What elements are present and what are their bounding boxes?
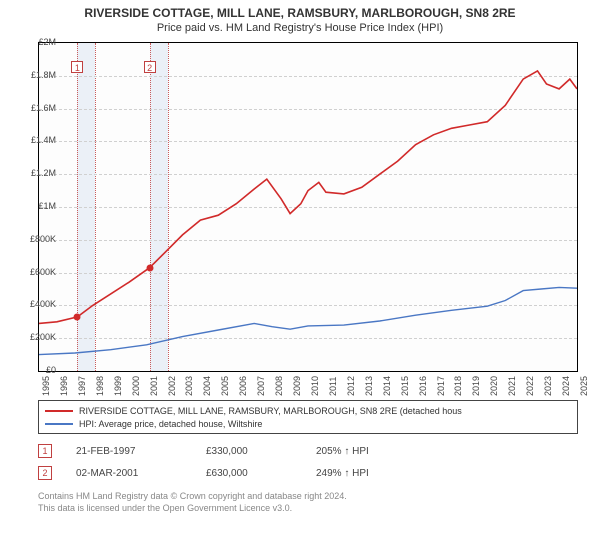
legend-item-hpi: HPI: Average price, detached house, Wilt…: [45, 417, 571, 430]
sale-date: 21-FEB-1997: [76, 446, 206, 457]
legend-swatch: [45, 423, 73, 425]
y-axis-tick: £1.6M: [31, 103, 56, 113]
legend-label: RIVERSIDE COTTAGE, MILL LANE, RAMSBURY, …: [79, 406, 462, 416]
series-hpi: [39, 287, 577, 354]
chart-title: RIVERSIDE COTTAGE, MILL LANE, RAMSBURY, …: [0, 6, 600, 20]
x-axis-tick: 1999: [113, 376, 123, 396]
y-axis-tick: £1M: [38, 201, 56, 211]
x-axis-tick: 2020: [489, 376, 499, 396]
x-axis-tick: 2003: [184, 376, 194, 396]
x-axis-tick: 2012: [346, 376, 356, 396]
x-axis-tick: 2010: [310, 376, 320, 396]
footer-attribution: Contains HM Land Registry data © Crown c…: [38, 490, 347, 514]
x-axis-tick: 1995: [41, 376, 51, 396]
x-axis-tick: 2009: [292, 376, 302, 396]
y-axis-tick: £2M: [38, 37, 56, 47]
x-axis-tick: 2021: [507, 376, 517, 396]
sale-row: 1 21-FEB-1997 £330,000 205% ↑ HPI: [38, 440, 436, 462]
y-axis-tick: £200K: [30, 332, 56, 342]
x-axis-tick: 1997: [77, 376, 87, 396]
x-axis-tick: 2016: [418, 376, 428, 396]
x-axis-tick: 2013: [364, 376, 374, 396]
x-axis-tick: 2024: [561, 376, 571, 396]
chart-subtitle: Price paid vs. HM Land Registry's House …: [0, 22, 600, 34]
x-axis-tick: 2004: [202, 376, 212, 396]
sale-date: 02-MAR-2001: [76, 468, 206, 479]
sale-marker-box: 2: [144, 61, 156, 73]
footer-line: Contains HM Land Registry data © Crown c…: [38, 490, 347, 502]
x-axis-tick: 2008: [274, 376, 284, 396]
sale-marker-dot: [146, 264, 153, 271]
y-axis-tick: £800K: [30, 234, 56, 244]
x-axis-tick: 2017: [436, 376, 446, 396]
footer-line: This data is licensed under the Open Gov…: [38, 502, 347, 514]
y-axis-tick: £400K: [30, 299, 56, 309]
sale-marker-dot: [74, 313, 81, 320]
legend-item-subject: RIVERSIDE COTTAGE, MILL LANE, RAMSBURY, …: [45, 404, 571, 417]
y-axis-tick: £0: [46, 365, 56, 375]
sale-row: 2 02-MAR-2001 £630,000 249% ↑ HPI: [38, 462, 436, 484]
x-axis-tick: 2018: [453, 376, 463, 396]
y-axis-tick: £1.2M: [31, 168, 56, 178]
x-axis-tick: 2005: [220, 376, 230, 396]
x-axis-tick: 2006: [238, 376, 248, 396]
legend-label: HPI: Average price, detached house, Wilt…: [79, 419, 262, 429]
sale-marker-badge: 2: [38, 466, 52, 480]
chart-legend: RIVERSIDE COTTAGE, MILL LANE, RAMSBURY, …: [38, 400, 578, 434]
chart-lines: [39, 43, 577, 371]
x-axis-tick: 2001: [149, 376, 159, 396]
legend-swatch: [45, 410, 73, 412]
sale-price: £330,000: [206, 446, 316, 457]
y-axis-tick: £1.4M: [31, 135, 56, 145]
x-axis-tick: 2025: [579, 376, 589, 396]
x-axis-tick: 1996: [59, 376, 69, 396]
y-axis-tick: £1.8M: [31, 70, 56, 80]
x-axis-tick: 2000: [131, 376, 141, 396]
y-axis-tick: £600K: [30, 267, 56, 277]
sale-marker-box: 1: [71, 61, 83, 73]
x-axis-tick: 2023: [543, 376, 553, 396]
x-axis-tick: 2022: [525, 376, 535, 396]
chart-plot-area: 12: [38, 42, 578, 372]
x-axis-tick: 2014: [382, 376, 392, 396]
x-axis-tick: 1998: [95, 376, 105, 396]
sale-marker-badge: 1: [38, 444, 52, 458]
sale-pct-vs-hpi: 249% ↑ HPI: [316, 468, 436, 479]
x-axis-tick: 2002: [167, 376, 177, 396]
x-axis-tick: 2011: [328, 377, 338, 396]
sales-table: 1 21-FEB-1997 £330,000 205% ↑ HPI 2 02-M…: [38, 440, 436, 484]
series-subject: [39, 71, 577, 324]
x-axis-tick: 2007: [256, 376, 266, 396]
sale-pct-vs-hpi: 205% ↑ HPI: [316, 446, 436, 457]
x-axis-tick: 2015: [400, 376, 410, 396]
sale-price: £630,000: [206, 468, 316, 479]
x-axis-tick: 2019: [471, 376, 481, 396]
